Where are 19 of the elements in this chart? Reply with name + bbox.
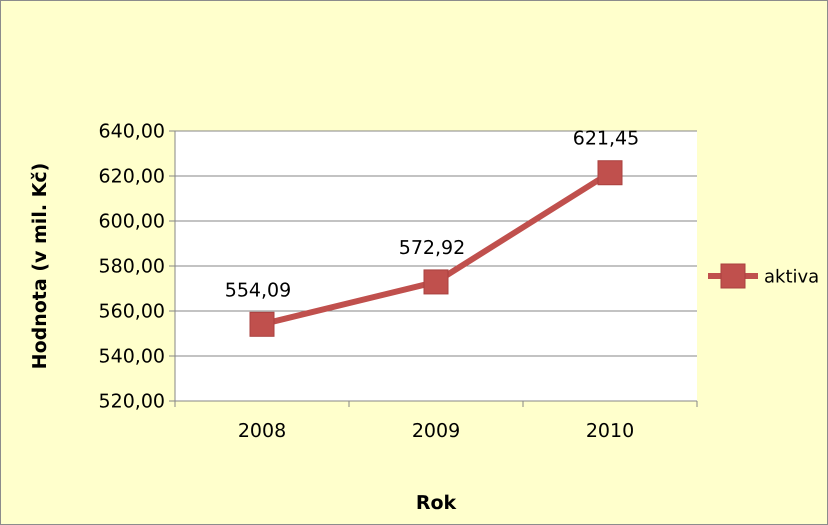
y-tick-label: 540,00 [98,346,165,368]
x-tick-label: 2010 [586,420,634,442]
y-tick-label: 620,00 [98,166,165,188]
data-label: 572,92 [398,236,466,259]
y-tick-label: 600,00 [98,210,165,233]
point [424,269,448,294]
y-axis-title: Hodnota (v mil. Kč) [29,162,51,370]
legend-label: aktiva [764,266,820,288]
data-label: 621,45 [572,128,640,150]
point [598,160,622,186]
y-tick-label: 560,00 [98,300,165,323]
y-tick-label: 520,00 [98,390,165,413]
y-tick-label: 640,00 [98,120,165,143]
point [250,312,274,337]
y-tick-label: 580,00 [98,256,165,278]
x-tick-label: 2008 [238,420,286,442]
data-label: 554,09 [224,279,292,302]
x-tick-label: 2009 [412,420,460,442]
x-axis-title: Rok [416,492,457,514]
